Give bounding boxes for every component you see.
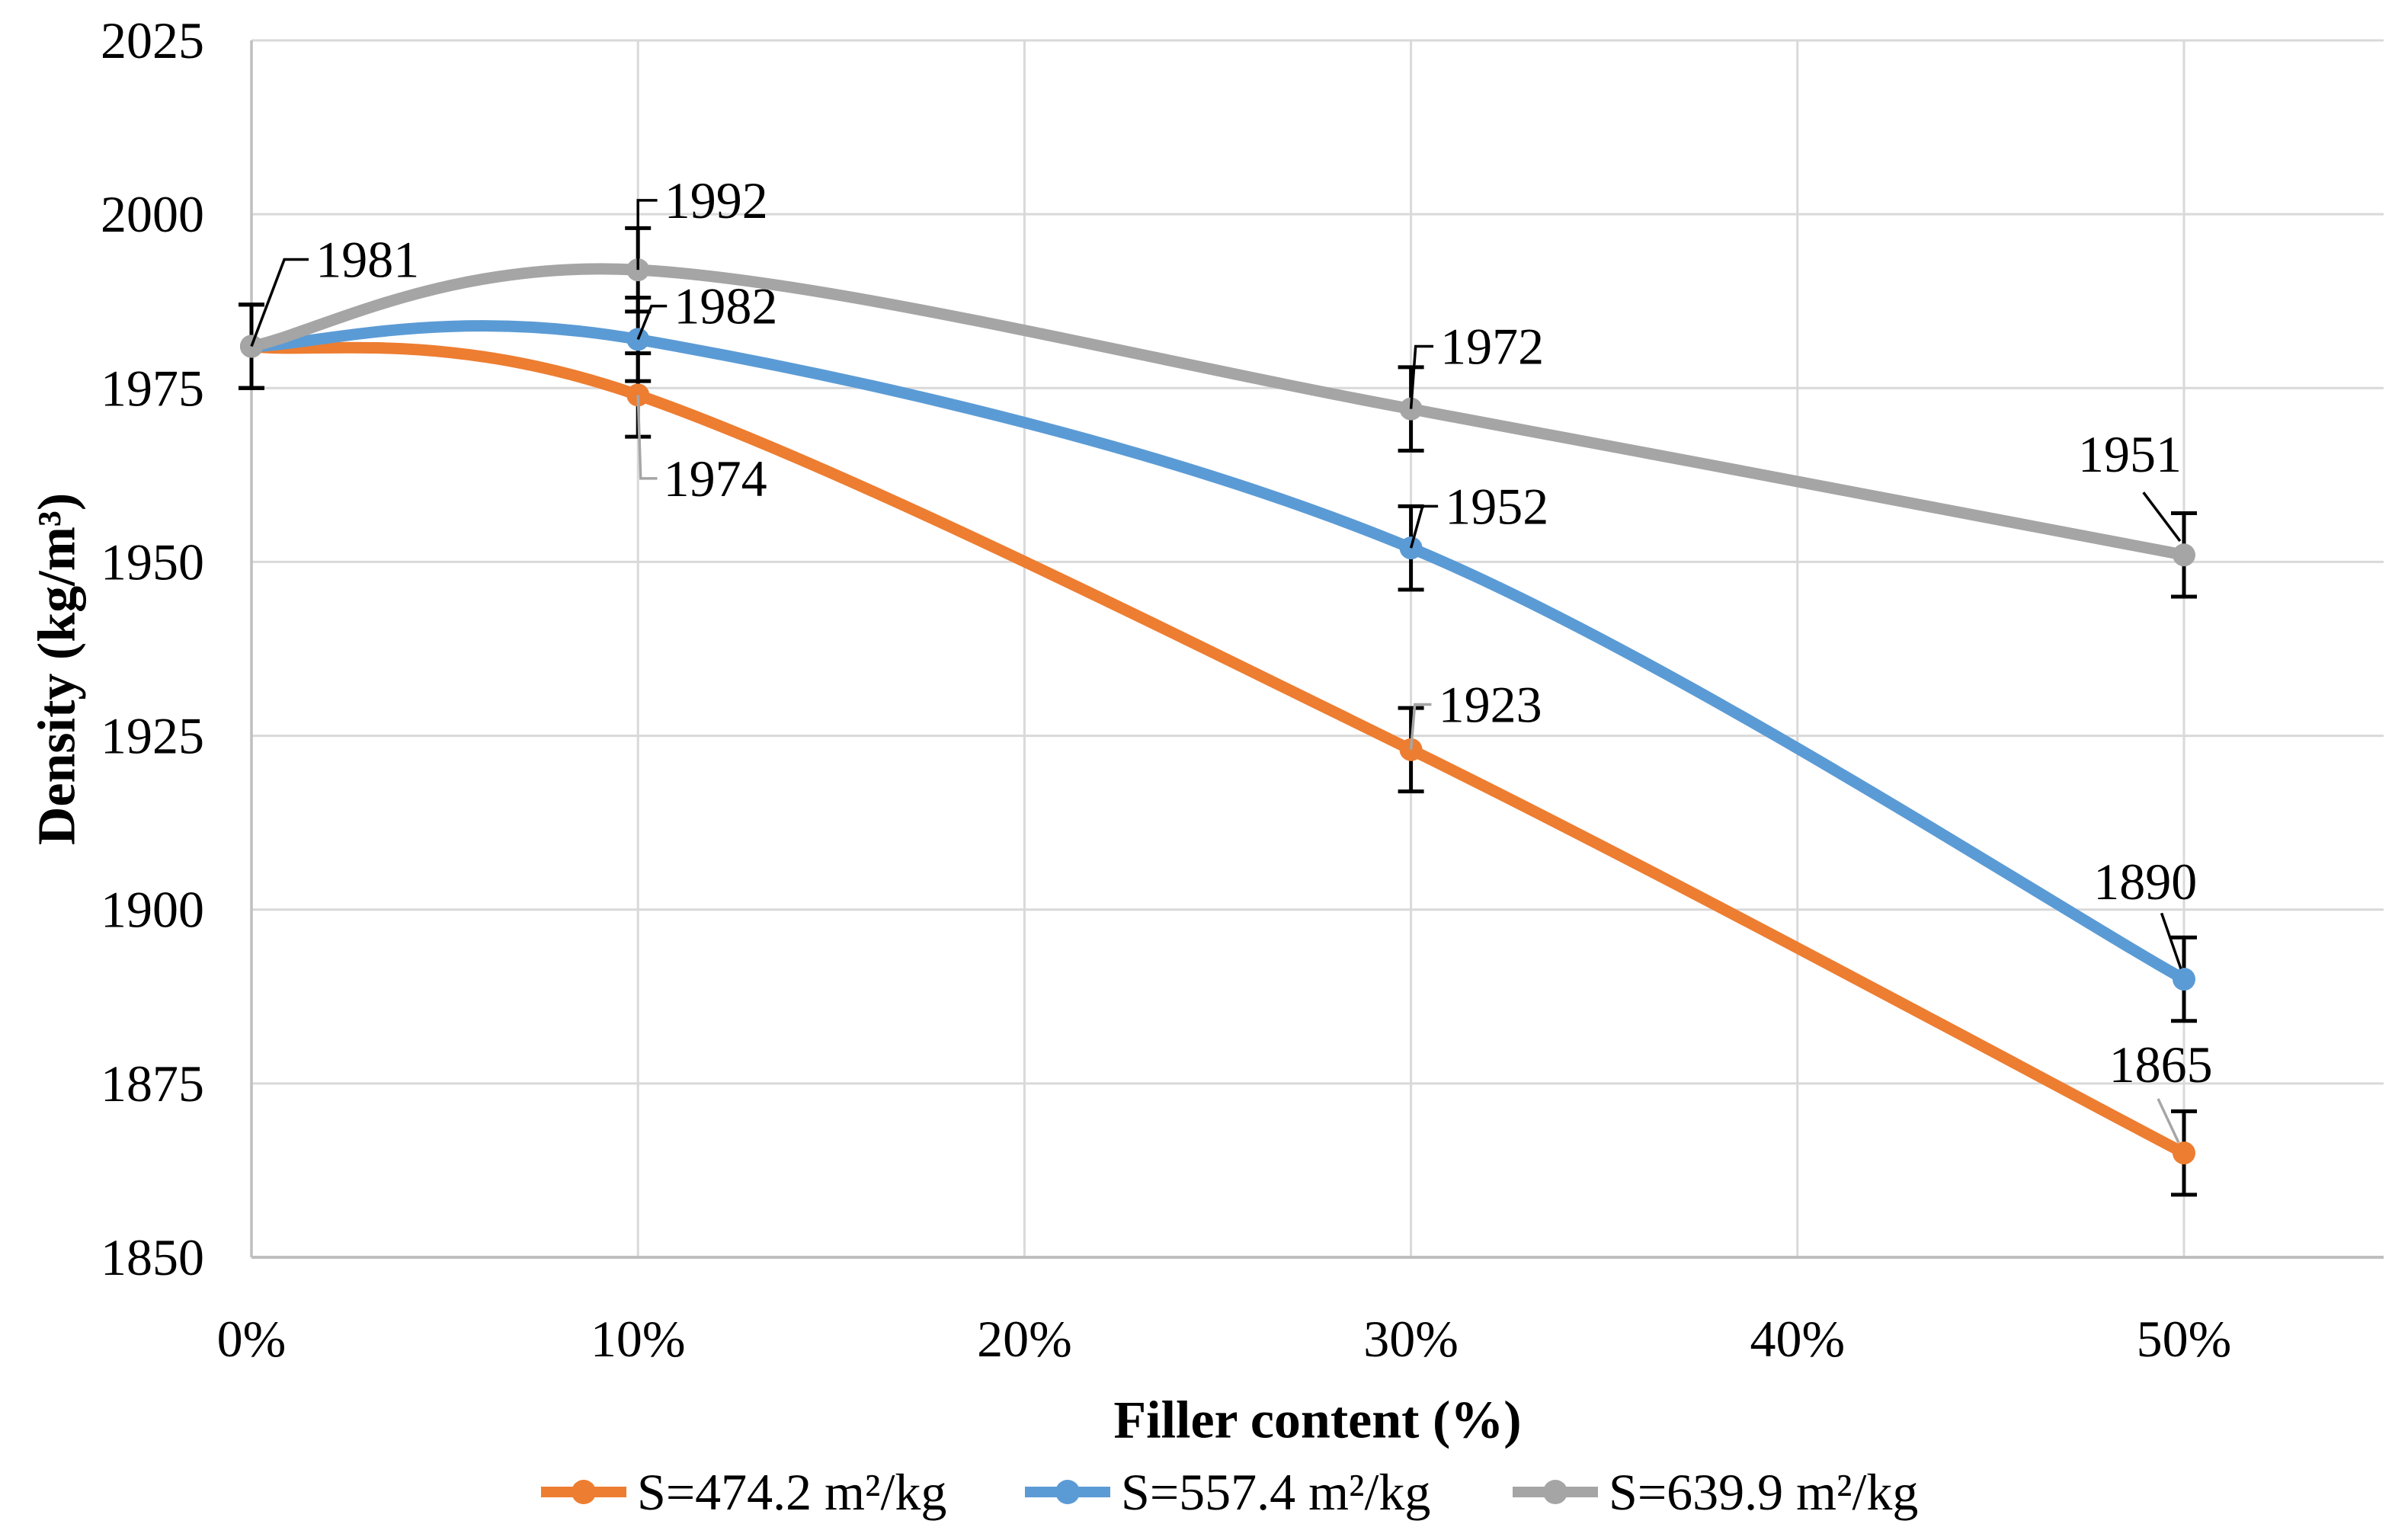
data-label-leader xyxy=(1409,344,1434,409)
data-label: 1865 xyxy=(2109,1036,2213,1093)
data-point-s2-p3 xyxy=(2173,543,2195,567)
data-point-s0-p3 xyxy=(2173,1141,2195,1165)
legend-item-1: S=557.4 m²/kg xyxy=(1025,1463,1430,1521)
data-label-leader xyxy=(2160,912,2182,969)
x-tick-label: 0% xyxy=(217,1310,287,1368)
legend-label: S=474.2 m²/kg xyxy=(637,1463,946,1521)
data-label-leader xyxy=(636,304,668,341)
data-label-leader xyxy=(2157,1098,2180,1144)
y-tick-label: 2025 xyxy=(101,11,204,69)
legend-item-0: S=474.2 m²/kg xyxy=(541,1463,946,1521)
y-tick-label: 1850 xyxy=(101,1228,204,1286)
y-tick-label: 1975 xyxy=(101,359,204,417)
legend: S=474.2 m²/kg S=557.4 m²/kg S=639.9 m²/kg xyxy=(541,1463,1918,1521)
data-label: 1974 xyxy=(664,450,767,507)
y-tick-label: 1925 xyxy=(101,707,204,765)
x-tick-label: 40% xyxy=(1750,1310,1845,1368)
data-label: 1890 xyxy=(2093,853,2197,911)
legend-item-2: S=639.9 m²/kg xyxy=(1513,1463,1918,1521)
data-label-leader xyxy=(636,395,658,480)
data-label: 1992 xyxy=(664,171,768,229)
y-tick-label: 1950 xyxy=(101,533,204,591)
y-tick-label: 1900 xyxy=(101,881,204,939)
data-label-leader xyxy=(636,199,658,271)
data-label: 1972 xyxy=(1440,318,1544,376)
y-tick-label: 1875 xyxy=(101,1055,204,1113)
data-label-leader xyxy=(1409,504,1439,549)
data-point-s1-p3 xyxy=(2173,967,2195,991)
x-tick-label: 10% xyxy=(591,1310,686,1368)
series-line-2 xyxy=(245,263,2190,561)
data-label: 1952 xyxy=(1445,477,1548,535)
x-tick-label: 50% xyxy=(2137,1310,2232,1368)
series-line-0 xyxy=(245,341,2190,1159)
series-line-1 xyxy=(245,320,2190,985)
y-tick-label: 2000 xyxy=(101,185,204,243)
x-axis-title: Filler content (%) xyxy=(1113,1391,1521,1450)
legend-label: S=557.4 m²/kg xyxy=(1121,1463,1430,1521)
data-label: 1951 xyxy=(2078,425,2182,483)
data-label: 1981 xyxy=(315,230,419,288)
data-label-leader xyxy=(2142,491,2182,543)
data-label-leader xyxy=(1409,703,1432,750)
legend-label: S=639.9 m²/kg xyxy=(1609,1463,1918,1521)
legend-marker-dot xyxy=(1543,1480,1567,1504)
data-label: 1982 xyxy=(674,277,777,335)
legend-marker-dot xyxy=(572,1480,596,1504)
x-tick-label: 30% xyxy=(1363,1310,1459,1368)
y-axis-title: Density (kg/m³) xyxy=(28,493,87,845)
legend-marker-dot xyxy=(1055,1480,1080,1504)
data-label: 1923 xyxy=(1439,676,1542,734)
x-tick-label: 20% xyxy=(977,1310,1072,1368)
data-label-leader xyxy=(250,258,309,347)
